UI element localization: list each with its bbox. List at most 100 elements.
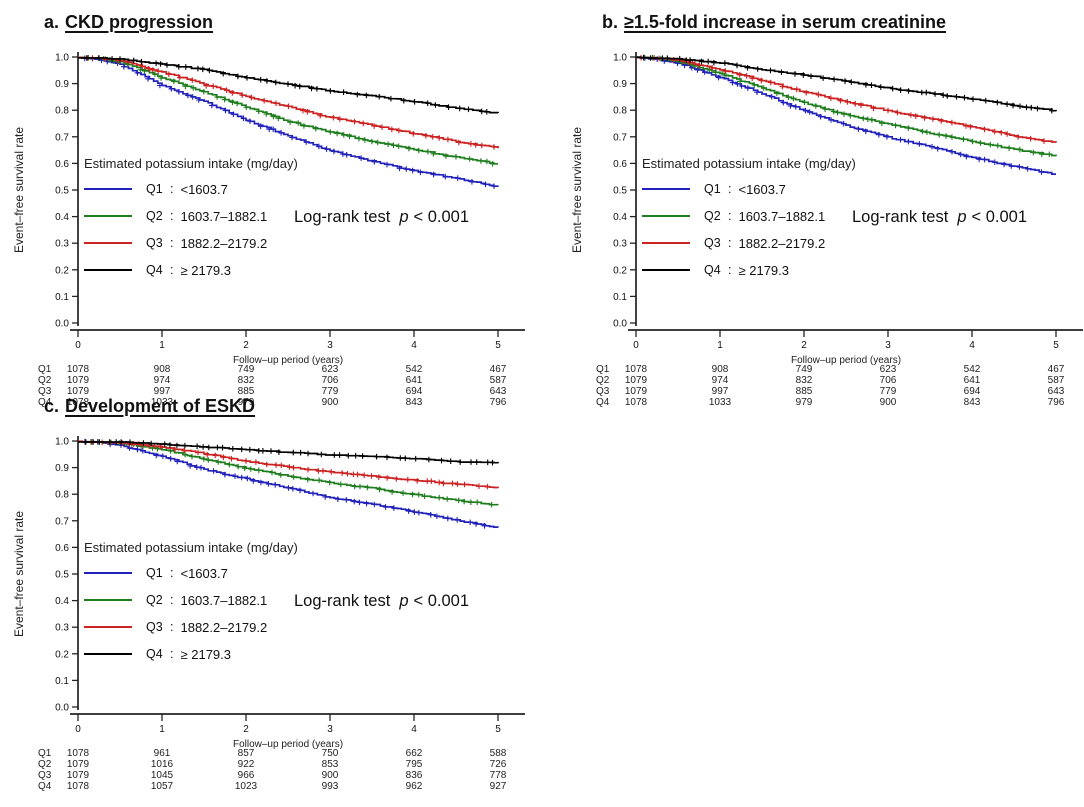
risk-count: 922 bbox=[237, 759, 255, 770]
legend-line-swatch bbox=[84, 215, 132, 217]
legend-range: 1882.2–2179.2 bbox=[180, 619, 268, 635]
legend-quartile-name: Q1 bbox=[146, 182, 163, 196]
y-tick-label: 0.6 bbox=[55, 159, 69, 170]
risk-count: 885 bbox=[795, 386, 813, 397]
y-tick-label: 0.4 bbox=[613, 212, 627, 223]
x-tick-label: 0 bbox=[75, 724, 81, 735]
logrank-text: Log-rank test bbox=[852, 208, 949, 226]
risk-count: 966 bbox=[237, 770, 255, 781]
risk-count: 662 bbox=[405, 748, 423, 759]
risk-count: 1045 bbox=[150, 770, 174, 781]
y-tick-label: 1.0 bbox=[55, 53, 69, 64]
risk-count: 1079 bbox=[66, 770, 90, 781]
legend-range: <1603.7 bbox=[738, 181, 786, 197]
y-tick-label: 0.5 bbox=[55, 570, 69, 581]
logrank-annotation: Log-rank test p < 0.001 bbox=[294, 592, 469, 611]
legend-colon: : bbox=[170, 620, 174, 634]
legend-colon: : bbox=[170, 647, 174, 661]
x-axis-label: Follow–up period (years) bbox=[232, 739, 344, 750]
y-tick-label: 0.8 bbox=[613, 106, 627, 117]
y-axis-label: Event–free survival rate bbox=[570, 126, 584, 254]
risk-count: 749 bbox=[237, 364, 255, 375]
risk-count: 1078 bbox=[66, 364, 90, 375]
risk-count: 843 bbox=[963, 397, 981, 408]
risk-count: 900 bbox=[321, 397, 339, 408]
legend-quartile-name: Q1 bbox=[704, 182, 721, 196]
risk-row-label: Q3 bbox=[596, 386, 610, 397]
y-tick-label: 0.8 bbox=[55, 106, 69, 117]
legend-line-swatch bbox=[84, 626, 132, 628]
risk-count: 1023 bbox=[234, 781, 258, 792]
risk-count: 857 bbox=[237, 748, 255, 759]
panel-letter: b. bbox=[602, 12, 618, 32]
censor-marks-q4 bbox=[640, 54, 1055, 114]
survival-curve-q4 bbox=[636, 56, 1057, 112]
risk-count: 979 bbox=[795, 397, 813, 408]
logrank-p-symbol: p bbox=[399, 592, 409, 610]
legend-range: 1603.7–1882.1 bbox=[180, 208, 268, 224]
risk-count: 706 bbox=[879, 375, 897, 386]
legend-range: 1882.2–2179.2 bbox=[738, 235, 826, 251]
risk-count: 641 bbox=[405, 375, 423, 386]
y-tick-label: 0.7 bbox=[613, 132, 627, 143]
legend-line-swatch bbox=[84, 188, 132, 190]
risk-count: 927 bbox=[489, 781, 507, 792]
panel-development-of-eskd: c. Development of ESKD Event–free surviva… bbox=[8, 392, 568, 792]
risk-count: 623 bbox=[321, 364, 339, 375]
legend-item-q4: Q4: ≥ 2179.3 bbox=[84, 261, 394, 279]
risk-count: 1079 bbox=[66, 386, 90, 397]
censor-marks-q4 bbox=[83, 439, 496, 466]
legend-line-swatch bbox=[84, 269, 132, 271]
legend-item-q3: Q3:1882.2–2179.2 bbox=[84, 618, 394, 636]
y-tick-label: 0.6 bbox=[613, 159, 627, 170]
risk-row-label: Q3 bbox=[38, 386, 52, 397]
risk-count: 1033 bbox=[708, 397, 732, 408]
y-axis-label: Event–free survival rate bbox=[12, 126, 26, 254]
risk-count: 694 bbox=[405, 386, 423, 397]
legend-item-q1: Q1: <1603.7 bbox=[84, 180, 394, 198]
legend-line-swatch bbox=[642, 215, 690, 217]
y-tick-label: 0.3 bbox=[55, 239, 69, 250]
risk-count: 542 bbox=[405, 364, 423, 375]
risk-count: 796 bbox=[1047, 397, 1065, 408]
legend-items: Q1: <1603.7 Q2:1603.7–1882.1 Q3:1882.2–2179… bbox=[84, 564, 394, 663]
risk-table: Q1 1078 961 857 750 662 588 Q2 1079 1016 922 853 795… bbox=[8, 748, 568, 796]
x-tick-label: 1 bbox=[717, 340, 723, 351]
risk-count: 750 bbox=[321, 748, 339, 759]
risk-count: 885 bbox=[237, 386, 255, 397]
risk-count: 795 bbox=[405, 759, 423, 770]
legend-range: ≥ 2179.3 bbox=[180, 646, 231, 662]
survival-curve-q1 bbox=[78, 56, 499, 188]
y-tick-label: 0.0 bbox=[55, 703, 69, 714]
censor-marks-q4 bbox=[84, 55, 490, 115]
legend: Estimated potassium intake (mg/day) Q1: <… bbox=[642, 156, 952, 279]
legend-quartile-name: Q2 bbox=[146, 209, 163, 223]
risk-count: 694 bbox=[963, 386, 981, 397]
logrank-p-value: < 0.001 bbox=[413, 208, 470, 226]
risk-count: 974 bbox=[153, 375, 171, 386]
x-tick-label: 3 bbox=[327, 340, 333, 351]
risk-count: 961 bbox=[153, 748, 171, 759]
logrank-p-symbol: p bbox=[957, 208, 967, 226]
legend-items: Q1: <1603.7 Q2:1603.7–1882.1 Q3:1882.2–2179… bbox=[642, 180, 952, 279]
risk-count: 908 bbox=[153, 364, 171, 375]
x-tick-label: 4 bbox=[969, 340, 975, 351]
risk-count: 997 bbox=[711, 386, 729, 397]
risk-count: 467 bbox=[1047, 364, 1065, 375]
logrank-text: Log-rank test bbox=[294, 592, 391, 610]
y-tick-label: 1.0 bbox=[55, 437, 69, 448]
legend-colon: : bbox=[170, 209, 174, 223]
risk-count: 641 bbox=[963, 375, 981, 386]
legend-range: ≥ 2179.3 bbox=[738, 262, 789, 278]
x-tick-label: 5 bbox=[1053, 340, 1059, 351]
legend-item-q2: Q2:1603.7–1882.1 bbox=[642, 207, 952, 225]
risk-count: 778 bbox=[489, 770, 507, 781]
risk-count: 1078 bbox=[66, 781, 90, 792]
y-tick-label: 0.7 bbox=[55, 132, 69, 143]
risk-count: 979 bbox=[237, 397, 255, 408]
risk-table: Q1 1078 908 749 623 542 467 Q2 1079 974 832 706 641 5… bbox=[566, 364, 1084, 412]
legend-colon: : bbox=[728, 263, 732, 277]
survival-curve-q1 bbox=[78, 440, 499, 528]
legend: Estimated potassium intake (mg/day) Q1: <… bbox=[84, 540, 394, 663]
risk-count: 542 bbox=[963, 364, 981, 375]
